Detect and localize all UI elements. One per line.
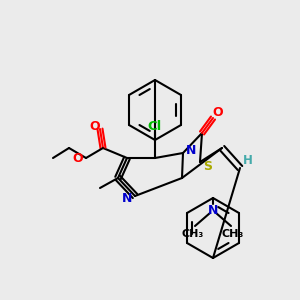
Text: O: O <box>213 106 223 119</box>
Text: O: O <box>73 152 83 164</box>
Text: H: H <box>243 154 253 166</box>
Text: S: S <box>203 160 212 173</box>
Text: O: O <box>90 119 100 133</box>
Text: CH₃: CH₃ <box>182 229 204 239</box>
Text: N: N <box>208 203 218 217</box>
Text: N: N <box>186 145 196 158</box>
Text: N: N <box>122 191 132 205</box>
Text: Cl: Cl <box>148 121 162 134</box>
Text: CH₃: CH₃ <box>222 229 244 239</box>
